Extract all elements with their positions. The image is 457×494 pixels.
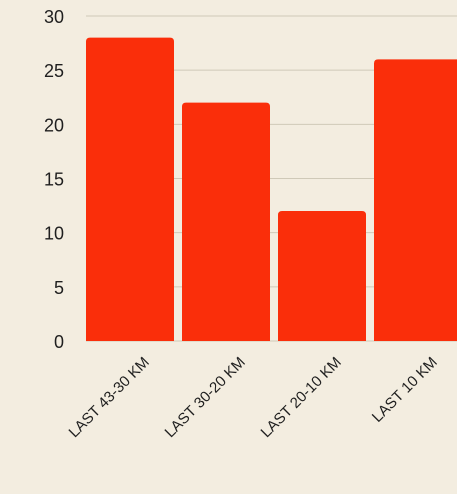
- y-tick-label: 10: [44, 224, 64, 244]
- x-tick-label: LAST 30-20 KM: [162, 354, 249, 441]
- bar-last-20-10-km: [278, 211, 366, 341]
- y-tick-label: 5: [54, 278, 64, 298]
- x-tick-label: LAST 20-10 KM: [258, 354, 345, 441]
- y-tick-label: 25: [44, 61, 64, 81]
- y-tick-label: 30: [44, 7, 64, 27]
- bars: [86, 37, 457, 342]
- x-tick-label: LAST 43-30 KM: [66, 354, 153, 441]
- y-tick-label: 0: [54, 332, 64, 352]
- y-axis-ticks: 0 5 10 15 20 25 30: [44, 7, 64, 352]
- bar-last-43-30-km: [86, 37, 174, 342]
- y-tick-label: 20: [44, 115, 64, 135]
- x-axis-ticks: LAST 43-30 KM LAST 30-20 KM LAST 20-10 KM L…: [66, 354, 441, 441]
- bar-last-10-km: [374, 59, 457, 341]
- bar-last-30-20-km: [182, 102, 270, 342]
- x-tick-label: LAST 10 KM: [369, 354, 441, 426]
- y-tick-label: 15: [44, 170, 64, 190]
